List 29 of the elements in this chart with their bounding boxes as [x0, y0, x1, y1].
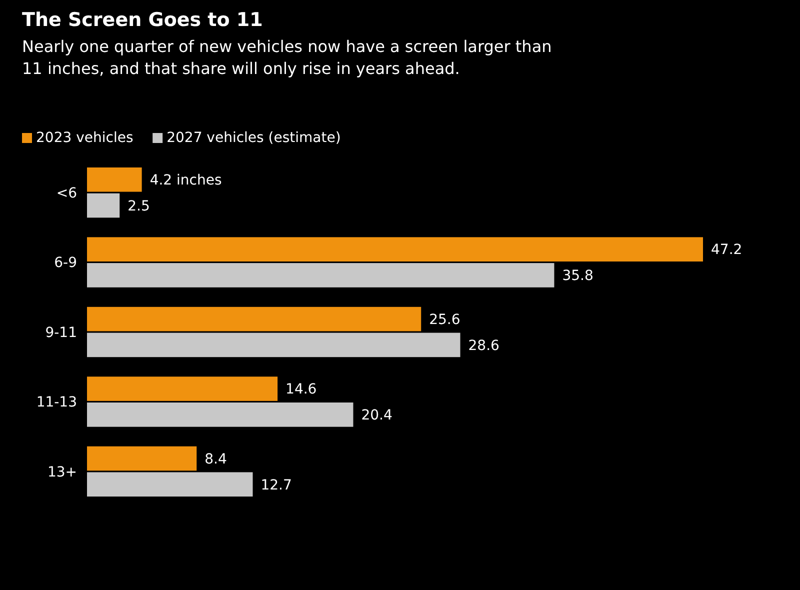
bar	[87, 472, 253, 497]
data-label: 14.6	[286, 382, 317, 398]
data-label: 12.7	[260, 477, 292, 494]
y-tick-label: 13+	[47, 464, 77, 480]
y-tick-label: 11-13	[36, 394, 77, 411]
bar	[87, 446, 197, 471]
bar	[87, 263, 554, 288]
bar	[87, 306, 422, 332]
bar	[87, 376, 278, 401]
data-label: 8.4	[204, 451, 227, 468]
data-label: 4.2 inches	[150, 172, 222, 189]
data-label: 35.8	[562, 268, 594, 284]
bar	[87, 332, 460, 358]
y-tick-label: <6	[56, 185, 78, 202]
data-label: 28.6	[468, 338, 500, 354]
bar	[87, 402, 354, 427]
data-label: 25.6	[429, 312, 460, 328]
bar	[87, 193, 120, 218]
bar	[87, 167, 142, 192]
legend-label: 2027 vehicles (estimate)	[166, 130, 341, 146]
data-label: 2.5	[128, 198, 150, 214]
bar	[87, 237, 703, 262]
y-tick-label: 6-9	[54, 255, 77, 272]
y-tick-label: 9-11	[45, 324, 77, 341]
legend-label: 2023 vehicles	[36, 130, 134, 146]
chart-title: The Screen Goes to 11	[22, 9, 263, 31]
data-label: 47.2	[711, 242, 742, 258]
data-label: 20.4	[361, 408, 392, 424]
chart-subtitle: Nearly one quarter of new vehicles now have a screen larger than 11 inches, and that share will only rise in years ahead.	[22, 37, 552, 78]
